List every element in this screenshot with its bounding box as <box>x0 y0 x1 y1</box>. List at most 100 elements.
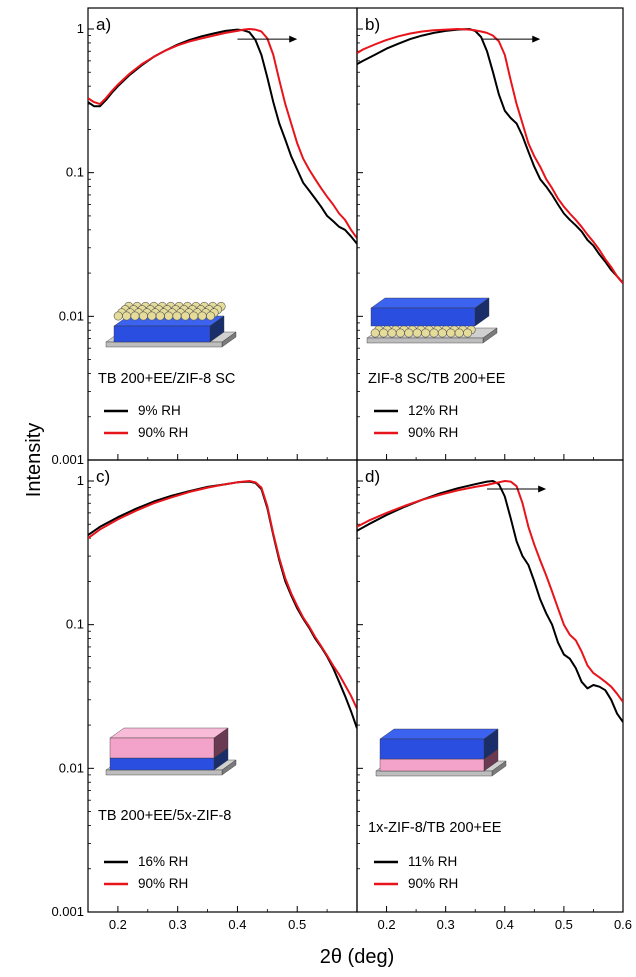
x-tick-label: 0.5 <box>288 917 306 932</box>
y-tick-label: 1 <box>77 21 84 36</box>
x-tick-label: 0.2 <box>109 917 127 932</box>
legend-entry: 16% RH <box>138 854 188 869</box>
series-group <box>88 480 357 729</box>
plot-frame <box>87 459 358 913</box>
tb-layer <box>379 728 499 760</box>
legend-entry: 90% RH <box>138 876 188 891</box>
sample-label: 1x-ZIF-8/TB 200+EE <box>368 820 502 836</box>
legend-entry: 90% RH <box>138 425 188 440</box>
tb-layer-top <box>379 728 499 740</box>
zif-particle <box>164 311 174 321</box>
zif-layer <box>109 727 229 759</box>
series-line-low-rh <box>88 28 357 245</box>
x-tick-label: 0.2 <box>378 917 396 932</box>
legend-entry: 90% RH <box>408 876 458 891</box>
series-line-low-rh <box>357 480 623 723</box>
series-line-high-rh <box>357 28 623 284</box>
tb-layer-top <box>370 297 490 309</box>
panel-d: 0.2 0.3 0.4 0.5 0.6 d) 1x-ZIF-8/TB 200+EE 11% R… <box>356 459 632 932</box>
series-line-high-rh <box>88 480 357 710</box>
legend-entry: 9% RH <box>138 403 181 418</box>
substrate-layer-front <box>105 769 223 776</box>
panel-c: 0.001 0.01 0.1 1 0.2 0.3 0.4 0.5 c) TB 200+EE/5x-… <box>51 459 358 932</box>
legend-entry: 90% RH <box>408 425 458 440</box>
sample-schematic-particles-on-tb <box>105 301 237 348</box>
x-tick-label: 0.6 <box>614 917 632 932</box>
y-axis-label: Intensity <box>23 423 45 497</box>
sample-schematic-zif-on-tb <box>105 727 237 776</box>
zif-particle <box>130 311 140 321</box>
zif-layer-top <box>109 727 229 739</box>
shift-arrow-head <box>289 35 298 43</box>
zif-particle <box>454 328 464 338</box>
series-group <box>88 28 357 245</box>
x-tick-label: 0.5 <box>555 917 573 932</box>
chart-panels: 0.001 0.01 0.1 1 a) TB 200+EE/ZIF-8 SC 9% RH 90… <box>51 7 632 932</box>
y-tick-label: 0.01 <box>59 308 84 323</box>
zif-particle <box>429 328 439 338</box>
panel-label: a) <box>96 15 111 34</box>
zif-particle <box>138 311 148 321</box>
y-tick-label: 1 <box>77 473 84 488</box>
zif-particle <box>463 328 473 338</box>
zif-particle <box>122 311 132 321</box>
panel-a: 0.001 0.01 0.1 1 a) TB 200+EE/ZIF-8 SC 9% RH 90… <box>51 7 358 467</box>
x-tick-label: 0.3 <box>169 917 187 932</box>
sample-label: ZIF-8 SC/TB 200+EE <box>368 371 506 387</box>
sample-label: TB 200+EE/5x-ZIF-8 <box>98 808 231 824</box>
zif-particle <box>180 311 190 321</box>
y-tick-label: 0.1 <box>66 165 84 180</box>
series-line-low-rh <box>357 28 623 284</box>
series-line-high-rh <box>357 480 623 703</box>
legend: 12% RH 90% RH <box>374 403 458 440</box>
tb-layer-front <box>379 738 485 760</box>
panel-label: c) <box>96 467 110 486</box>
zif-particle <box>189 311 199 321</box>
x-tick-label: 0.4 <box>496 917 514 932</box>
plot-frame <box>356 459 624 913</box>
series-group <box>357 28 623 284</box>
zif-particle <box>395 328 405 338</box>
zif-particle <box>172 311 182 321</box>
zif-particle <box>446 328 456 338</box>
zif-particle <box>387 328 397 338</box>
zif-particle <box>437 328 447 338</box>
tb-layer-front <box>370 307 476 327</box>
sample-label: TB 200+EE/ZIF-8 SC <box>98 371 235 387</box>
shift-arrow-head <box>538 485 547 493</box>
sample-schematic-tb-on-particles <box>366 297 498 344</box>
legend-entry: 11% RH <box>408 854 457 869</box>
series-line-low-rh <box>88 480 357 729</box>
tb-layer-front <box>113 325 211 343</box>
x-tick-label: 0.3 <box>437 917 455 932</box>
substrate-layer-front <box>375 770 493 777</box>
legend: 16% RH 90% RH <box>104 854 188 891</box>
zif-layer-front <box>109 737 215 759</box>
y-tick-label: 0.1 <box>66 617 84 632</box>
panel-label: b) <box>365 15 380 34</box>
substrate-layer-front <box>105 341 223 348</box>
zif-particle <box>412 328 422 338</box>
zif-particle-layer <box>113 301 226 321</box>
panel-label: d) <box>365 467 380 486</box>
substrate-layer-front <box>366 337 484 344</box>
zif-particle <box>404 328 414 338</box>
series-group <box>357 480 623 723</box>
sample-schematic-tb-on-zif <box>375 728 507 777</box>
zif-layer-front <box>379 758 485 772</box>
zif-particle <box>206 311 216 321</box>
zif-particle <box>379 328 389 338</box>
legend-entry: 12% RH <box>408 403 458 418</box>
zif-particle <box>147 311 157 321</box>
y-tick-label: 0.001 <box>51 904 84 919</box>
y-tick-label: 0.01 <box>59 760 84 775</box>
zif-particle <box>197 311 207 321</box>
legend: 11% RH 90% RH <box>374 854 458 891</box>
tb-layer-front <box>109 757 215 771</box>
y-tick-label: 0.001 <box>51 452 84 467</box>
x-axis-label: 2θ (deg) <box>320 946 395 968</box>
zif-particle-layer <box>370 325 476 338</box>
tb-layer <box>370 297 490 327</box>
